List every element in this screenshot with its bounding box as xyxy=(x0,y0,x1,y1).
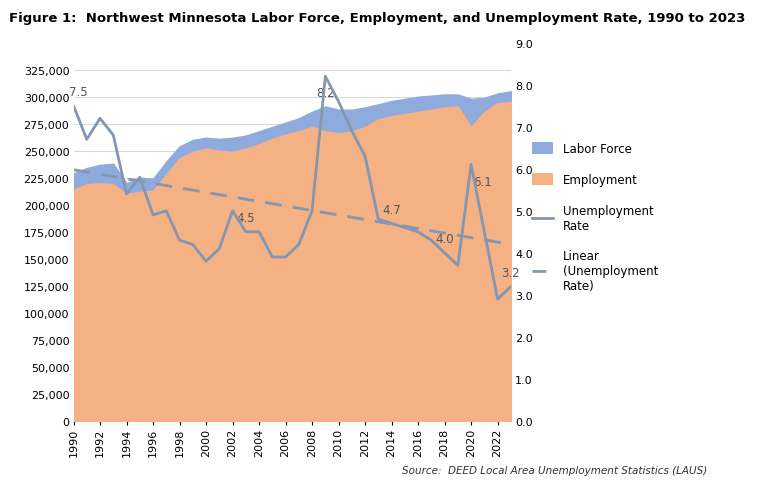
Legend: Labor Force, Employment, Unemployment
Rate, Linear
(Unemployment
Rate): Labor Force, Employment, Unemployment Ra… xyxy=(529,139,662,296)
Text: Figure 1:  Northwest Minnesota Labor Force, Employment, and Unemployment Rate, 1: Figure 1: Northwest Minnesota Labor Forc… xyxy=(9,12,745,25)
Text: 7.5: 7.5 xyxy=(69,86,87,99)
Text: 8.2: 8.2 xyxy=(316,87,334,100)
Text: 6.1: 6.1 xyxy=(473,175,491,188)
Text: 3.2: 3.2 xyxy=(502,267,520,279)
Text: 4.0: 4.0 xyxy=(435,233,454,246)
Text: 4.7: 4.7 xyxy=(382,204,401,216)
Text: Source:  DEED Local Area Unemployment Statistics (LAUS): Source: DEED Local Area Unemployment Sta… xyxy=(402,465,707,475)
Text: 4.5: 4.5 xyxy=(237,212,255,225)
